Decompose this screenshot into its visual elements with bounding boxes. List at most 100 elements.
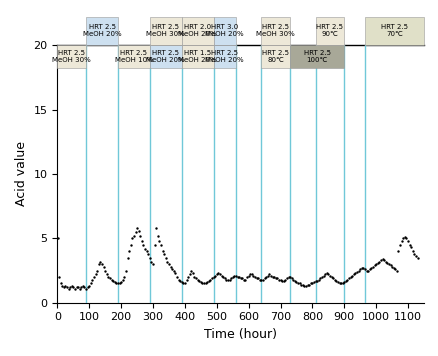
Point: [187, 268, 194, 273]
Point: [221, 276, 228, 281]
Point: [356, 266, 363, 272]
Point: [218, 273, 225, 278]
Point: [353, 269, 360, 275]
Point: [305, 282, 312, 288]
Point: [205, 278, 212, 284]
Point: [168, 266, 175, 272]
Point: [270, 274, 277, 280]
Point: [128, 235, 135, 241]
Point: [291, 278, 298, 284]
Point: [227, 276, 234, 281]
Point: [369, 264, 376, 269]
Point: [359, 265, 366, 271]
Point: [110, 278, 117, 284]
Point: [67, 284, 74, 290]
Point: [410, 251, 417, 257]
Point: [297, 282, 304, 288]
Point: [392, 268, 399, 273]
Point: [374, 260, 381, 266]
Point: [223, 277, 230, 282]
Point: [65, 286, 72, 292]
Point: [137, 233, 144, 239]
Point: [213, 272, 220, 277]
Point: [304, 282, 311, 288]
Point: [243, 274, 250, 280]
Bar: [57, 45, 86, 68]
Point: [407, 245, 414, 250]
Point: [340, 279, 347, 285]
Point: [273, 276, 280, 281]
Point: [256, 277, 263, 282]
Text: HRT 2.0
MeOH 20%: HRT 2.0 MeOH 20%: [178, 25, 216, 37]
Point: [151, 242, 158, 248]
Point: [226, 277, 233, 282]
Bar: [118, 45, 149, 68]
Point: [318, 274, 325, 280]
Bar: [213, 17, 235, 45]
Point: [200, 281, 207, 286]
Point: [237, 276, 244, 281]
Text: HRT 2.5
MeOH 10%: HRT 2.5 MeOH 10%: [114, 50, 153, 63]
Point: [62, 283, 69, 289]
Point: [82, 286, 89, 292]
Point: [108, 277, 115, 282]
Point: [162, 255, 169, 261]
Point: [122, 268, 129, 273]
Point: [335, 281, 342, 286]
Point: [95, 261, 102, 267]
Bar: [315, 17, 343, 45]
Point: [275, 277, 282, 282]
Point: [350, 272, 357, 277]
Text: HRT 2.5
MeOH 30%: HRT 2.5 MeOH 30%: [146, 25, 185, 37]
Point: [55, 274, 62, 280]
Point: [360, 266, 367, 272]
Point: [76, 286, 83, 292]
Text: HRT 1.5
MeOH 20%: HRT 1.5 MeOH 20%: [178, 50, 216, 63]
Point: [396, 242, 403, 248]
Point: [116, 281, 123, 286]
Point: [176, 278, 183, 284]
Point: [173, 274, 180, 280]
Point: [327, 274, 334, 280]
Point: [157, 242, 164, 248]
Point: [326, 273, 333, 278]
Point: [294, 281, 301, 286]
Point: [394, 248, 401, 254]
Point: [138, 238, 145, 244]
Point: [375, 259, 382, 265]
Point: [192, 276, 199, 281]
Point: [140, 242, 147, 248]
Text: HRT 2.5
90℃: HRT 2.5 90℃: [316, 25, 343, 37]
Point: [125, 248, 132, 254]
Point: [74, 284, 81, 290]
Point: [272, 276, 279, 281]
Point: [171, 270, 178, 276]
Point: [316, 276, 323, 281]
Point: [329, 276, 336, 281]
Point: [362, 268, 369, 273]
Point: [413, 255, 420, 261]
Point: [214, 270, 221, 276]
Point: [71, 286, 78, 292]
Point: [299, 282, 306, 288]
Point: [103, 272, 110, 277]
Point: [412, 253, 419, 259]
Point: [232, 273, 239, 278]
Point: [357, 265, 364, 271]
Point: [342, 278, 349, 284]
Point: [321, 272, 328, 277]
Point: [130, 233, 137, 239]
Point: [230, 273, 237, 278]
Point: [127, 242, 134, 248]
Point: [84, 284, 91, 290]
Point: [253, 276, 260, 281]
Text: HRT 3.0
MeOH 20%: HRT 3.0 MeOH 20%: [205, 25, 244, 37]
Point: [143, 248, 150, 254]
Point: [206, 277, 213, 282]
Text: HRT 2.5
70℃: HRT 2.5 70℃: [380, 25, 407, 37]
Point: [148, 259, 155, 265]
Point: [244, 273, 251, 278]
Point: [248, 272, 255, 277]
Bar: [86, 17, 118, 45]
Point: [87, 281, 94, 286]
